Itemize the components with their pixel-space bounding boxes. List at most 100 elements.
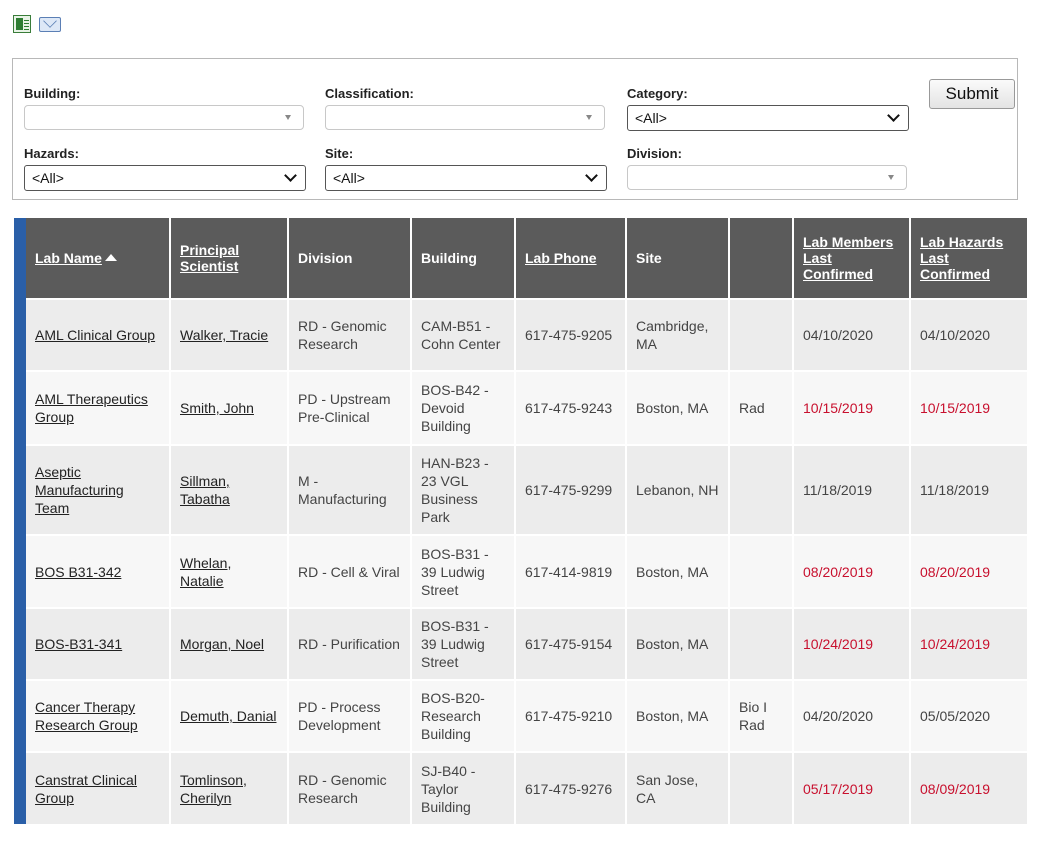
excel-export-icon[interactable] xyxy=(13,15,31,33)
classification-label: Classification: xyxy=(325,86,414,101)
hazards-cell xyxy=(729,444,794,535)
members-confirmed-cell: 04/20/2020 xyxy=(793,679,911,752)
lab-phone-cell: 617-475-9276 xyxy=(515,751,627,824)
hazards-confirmed-cell: 05/05/2020 xyxy=(910,679,1029,752)
hazards-select[interactable]: <All> xyxy=(24,165,306,191)
hazards-cell xyxy=(729,534,794,608)
lab-name-link[interactable]: AML Clinical Group xyxy=(26,298,171,371)
lab-name-link[interactable]: AML Therapeutics Group xyxy=(26,370,171,445)
building-label: Building: xyxy=(24,86,81,101)
lab-table-body: AML Clinical Group Walker, Tracie RD - Gen… xyxy=(26,298,1029,824)
site-cell: Boston, MA xyxy=(626,607,730,680)
building-filter: Building: xyxy=(24,86,304,130)
principal-scientist-link[interactable]: Sillman, Tabatha xyxy=(170,444,289,535)
table-row: AML Clinical Group Walker, Tracie RD - Gen… xyxy=(26,298,1029,371)
principal-scientist-link[interactable]: Demuth, Danial xyxy=(170,679,289,752)
filter-panel: Building: Classification: Category: <All… xyxy=(12,58,1018,200)
chevron-down-icon xyxy=(887,109,900,122)
site-cell: San Jose, CA xyxy=(626,751,730,824)
table-header-row: Lab Name Principal Scientist Division Bu… xyxy=(26,218,1029,299)
members-confirmed-column-header[interactable]: Lab Members Last Confirmed xyxy=(793,218,911,299)
site-cell: Boston, MA xyxy=(626,370,730,445)
building-cell: BOS-B31 - 39 Ludwig Street xyxy=(411,607,516,680)
hazards-column-header xyxy=(729,218,794,299)
site-cell: Boston, MA xyxy=(626,534,730,608)
principal-scientist-link[interactable]: Smith, John xyxy=(170,370,289,445)
building-cell: BOS-B20- Research Building xyxy=(411,679,516,752)
category-select[interactable]: <All> xyxy=(627,105,909,131)
hazards-confirmed-column-header[interactable]: Lab Hazards Last Confirmed xyxy=(910,218,1029,299)
lab-name-link[interactable]: Cancer Therapy Research Group xyxy=(26,679,171,752)
lab-phone-column-header[interactable]: Lab Phone xyxy=(515,218,627,299)
hazards-cell: Bio I Rad xyxy=(729,679,794,752)
chevron-down-icon xyxy=(285,115,291,120)
division-column-header: Division xyxy=(288,218,412,299)
lab-phone-cell: 617-475-9243 xyxy=(515,370,627,445)
hazards-filter: Hazards: <All> xyxy=(24,146,306,191)
lab-name-link[interactable]: BOS B31-342 xyxy=(26,534,171,608)
building-cell: SJ-B40 - Taylor Building xyxy=(411,751,516,824)
site-select[interactable]: <All> xyxy=(325,165,607,191)
building-cell: BOS-B42 - Devoid Building xyxy=(411,370,516,445)
category-value: <All> xyxy=(635,110,667,126)
principal-scientist-link[interactable]: Walker, Tracie xyxy=(170,298,289,371)
hazards-confirmed-cell: 10/24/2019 xyxy=(910,607,1029,680)
lab-phone-cell: 617-475-9210 xyxy=(515,679,627,752)
site-filter: Site: <All> xyxy=(325,146,607,191)
lab-name-link[interactable]: Aseptic Manufacturing Team xyxy=(26,444,171,535)
category-label: Category: xyxy=(627,86,688,101)
lab-phone-cell: 617-475-9205 xyxy=(515,298,627,371)
category-filter: Category: <All> xyxy=(627,86,909,131)
table-row: Canstrat Clinical Group Tomlinson, Cheril… xyxy=(26,751,1029,824)
hazards-confirmed-cell: 10/15/2019 xyxy=(910,370,1029,445)
hazards-confirmed-cell: 11/18/2019 xyxy=(910,444,1029,535)
site-column-header: Site xyxy=(626,218,730,299)
lab-name-link[interactable]: Canstrat Clinical Group xyxy=(26,751,171,824)
division-cell: M - Manufacturing xyxy=(288,444,412,535)
lab-phone-cell: 617-475-9299 xyxy=(515,444,627,535)
building-cell: HAN-B23 - 23 VGL Business Park xyxy=(411,444,516,535)
principal-scientist-link[interactable]: Morgan, Noel xyxy=(170,607,289,680)
division-cell: RD - Genomic Research xyxy=(288,751,412,824)
division-cell: RD - Purification xyxy=(288,607,412,680)
site-cell: Cambridge, MA xyxy=(626,298,730,371)
hazards-confirmed-cell: 08/09/2019 xyxy=(910,751,1029,824)
chevron-down-icon xyxy=(586,115,592,120)
classification-filter: Classification: xyxy=(325,86,605,130)
hazards-cell: Rad xyxy=(729,370,794,445)
members-confirmed-cell: 11/18/2019 xyxy=(793,444,911,535)
hazards-label: Hazards: xyxy=(24,146,79,161)
lab-phone-cell: 617-414-9819 xyxy=(515,534,627,608)
division-cell: PD - Upstream Pre-Clinical xyxy=(288,370,412,445)
sort-ascending-icon xyxy=(104,254,117,261)
principal-scientist-link[interactable]: Tomlinson, Cherilyn xyxy=(170,751,289,824)
site-value: <All> xyxy=(333,170,365,186)
table-row: BOS B31-342 Whelan, Natalie RD - Cell & Vi… xyxy=(26,534,1029,608)
hazards-cell xyxy=(729,298,794,371)
site-cell: Lebanon, NH xyxy=(626,444,730,535)
building-column-header: Building xyxy=(411,218,516,299)
site-cell: Boston, MA xyxy=(626,679,730,752)
table-row: AML Therapeutics Group Smith, John PD - Up… xyxy=(26,370,1029,445)
principal-scientist-link[interactable]: Whelan, Natalie xyxy=(170,534,289,608)
hazards-value: <All> xyxy=(32,170,64,186)
hazards-cell xyxy=(729,607,794,680)
division-cell: RD - Genomic Research xyxy=(288,298,412,371)
lab-phone-cell: 617-475-9154 xyxy=(515,607,627,680)
chevron-down-icon xyxy=(888,175,894,180)
lab-name-link[interactable]: BOS-B31-341 xyxy=(26,607,171,680)
principal-scientist-column-header[interactable]: Principal Scientist xyxy=(170,218,289,299)
division-combobox[interactable] xyxy=(627,165,907,190)
classification-combobox[interactable] xyxy=(325,105,605,130)
site-label: Site: xyxy=(325,146,354,161)
building-cell: CAM-B51 - Cohn Center xyxy=(411,298,516,371)
lab-name-column-header[interactable]: Lab Name xyxy=(26,218,171,299)
building-combobox[interactable] xyxy=(24,105,304,130)
email-icon[interactable] xyxy=(39,17,61,32)
chevron-down-icon xyxy=(284,169,297,182)
members-confirmed-cell: 10/15/2019 xyxy=(793,370,911,445)
hazards-confirmed-cell: 04/10/2020 xyxy=(910,298,1029,371)
submit-button[interactable]: Submit xyxy=(929,79,1015,109)
division-label: Division: xyxy=(627,146,682,161)
